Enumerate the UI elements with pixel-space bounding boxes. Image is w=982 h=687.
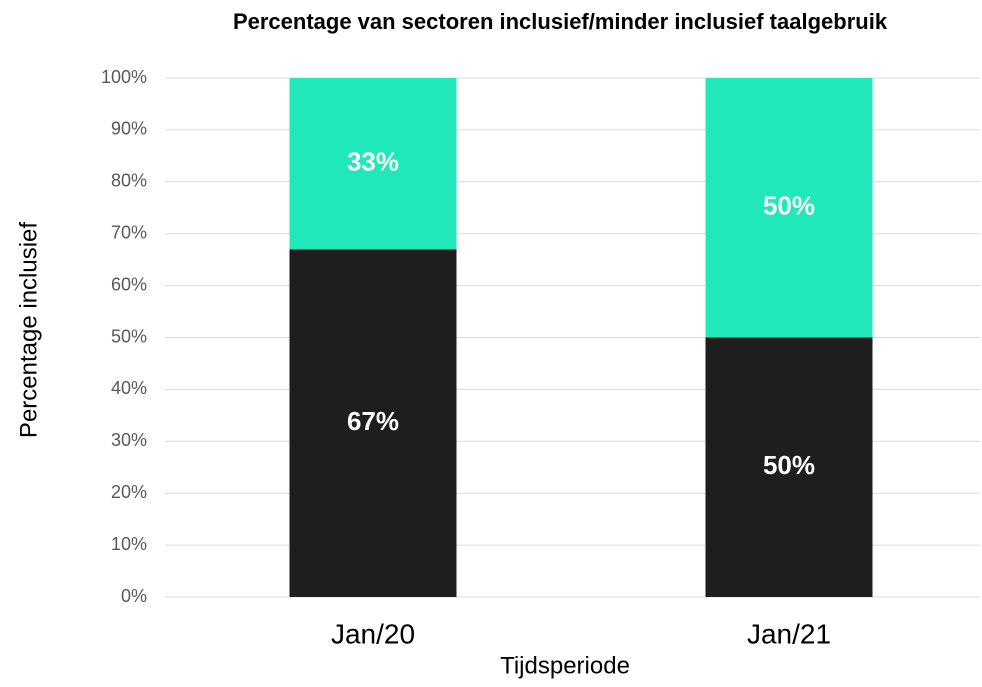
y-tick-label: 70% — [111, 222, 147, 242]
y-tick-label: 20% — [111, 482, 147, 502]
y-tick-label: 10% — [111, 534, 147, 554]
x-tick-label: Jan/20 — [331, 618, 415, 649]
y-axis-label: Percentage inclusief — [15, 222, 42, 438]
chart-title: Percentage van sectoren inclusief/minder… — [232, 9, 888, 34]
y-tick-label: 0% — [121, 586, 147, 606]
value-label: 33% — [347, 147, 399, 177]
y-tick-label: 40% — [111, 378, 147, 398]
y-tick-label: 50% — [111, 326, 147, 346]
value-label: 50% — [763, 450, 815, 480]
value-label: 67% — [347, 406, 399, 436]
x-axis-label: Tijdsperiode — [500, 652, 630, 679]
bar-segment — [289, 78, 457, 250]
y-tick-label: 60% — [111, 274, 147, 294]
x-tick-label: Jan/21 — [747, 618, 831, 649]
value-label: 50% — [763, 191, 815, 221]
bar-segment — [289, 249, 457, 597]
y-tick-label: 80% — [111, 171, 147, 191]
bar-segment — [705, 337, 873, 597]
bar-segment — [705, 78, 873, 338]
y-tick-label: 100% — [101, 67, 147, 87]
y-tick-label: 30% — [111, 430, 147, 450]
y-tick-label: 90% — [111, 119, 147, 139]
